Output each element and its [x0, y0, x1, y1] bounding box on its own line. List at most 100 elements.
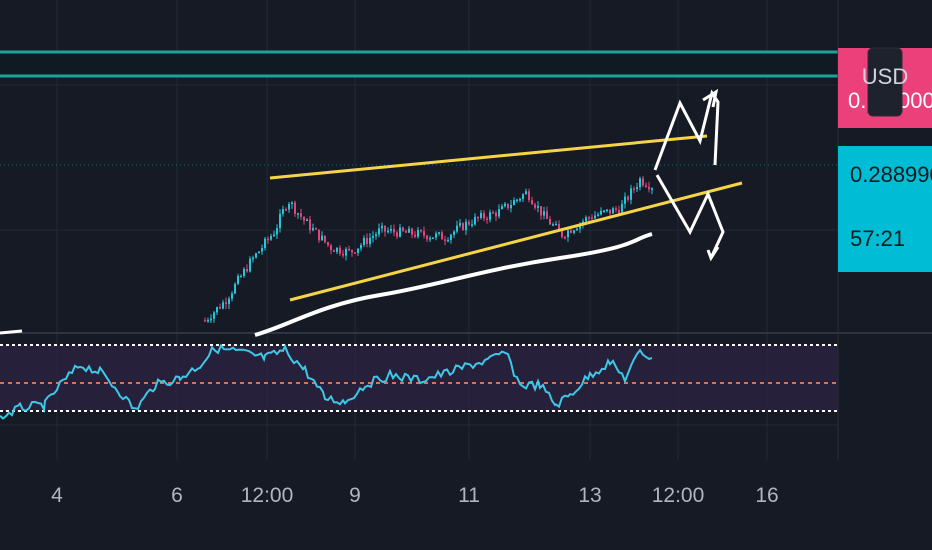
candle — [291, 202, 293, 204]
candle — [609, 209, 611, 214]
candle — [282, 209, 284, 214]
candle — [630, 188, 632, 200]
candle — [567, 230, 569, 238]
candle — [522, 194, 524, 200]
candle — [525, 191, 527, 195]
candle — [558, 223, 560, 230]
candle — [261, 248, 263, 252]
candle — [348, 248, 350, 251]
lower-channel-line — [289, 181, 743, 302]
last-price-text: 0.28899000 — [850, 162, 932, 187]
candle — [243, 268, 245, 276]
currency-button[interactable] — [867, 47, 903, 117]
candle — [468, 221, 470, 225]
candle — [552, 224, 554, 226]
candle — [486, 218, 488, 220]
time-tick-label: 13 — [578, 484, 601, 507]
candle — [210, 318, 212, 321]
candle — [354, 252, 356, 254]
candle — [294, 202, 296, 214]
candle — [507, 203, 509, 209]
time-tick-label: 4 — [51, 484, 63, 507]
candle — [636, 187, 638, 190]
candle — [420, 230, 422, 232]
candle — [546, 211, 548, 219]
candle — [480, 213, 482, 218]
resistance-levels — [0, 50, 932, 78]
candle — [441, 232, 443, 240]
candle — [387, 230, 389, 233]
rsi-line — [0, 343, 653, 420]
candle — [273, 234, 275, 237]
candle — [219, 307, 221, 309]
last-price-tag — [838, 146, 932, 272]
candle — [540, 206, 542, 216]
candle — [444, 239, 446, 241]
candle — [306, 219, 308, 222]
candle — [453, 231, 455, 235]
currency-button-label[interactable]: USD — [862, 64, 908, 89]
candle — [360, 244, 362, 249]
candle — [330, 245, 332, 251]
candle — [423, 231, 425, 236]
candle — [207, 319, 209, 322]
time-tick-label: 11 — [458, 484, 480, 507]
moving-average-left — [0, 329, 23, 335]
candle — [324, 235, 326, 243]
candle — [555, 223, 557, 226]
candle — [474, 216, 476, 225]
candle — [621, 203, 623, 214]
candle — [450, 234, 452, 240]
candle — [612, 208, 614, 214]
candle — [465, 221, 467, 231]
candle — [234, 283, 236, 294]
candle — [276, 228, 278, 235]
candle — [435, 233, 437, 238]
candle — [369, 237, 371, 244]
candle — [504, 203, 506, 207]
candle — [396, 232, 398, 237]
candle — [402, 227, 404, 231]
candle — [231, 293, 233, 299]
candle — [459, 223, 461, 226]
candle — [642, 178, 644, 186]
candle — [297, 213, 299, 215]
candle — [594, 215, 596, 219]
candle — [570, 230, 572, 233]
candle — [240, 275, 242, 278]
candle — [336, 247, 338, 252]
candle — [615, 208, 617, 210]
candle — [327, 242, 329, 246]
projection-up — [653, 89, 720, 171]
candle — [531, 200, 533, 205]
candle — [627, 196, 629, 200]
candle — [411, 228, 413, 235]
candle — [408, 228, 410, 233]
candle — [312, 228, 314, 231]
candle — [279, 213, 281, 229]
candle — [351, 249, 353, 253]
candle — [462, 223, 464, 231]
candle — [417, 230, 419, 237]
moving-average — [254, 232, 653, 337]
candle — [651, 188, 653, 190]
level-tag-suffix: 000 — [898, 88, 932, 113]
candle — [300, 213, 302, 217]
candle — [597, 214, 599, 216]
projection-down-arrowhead — [706, 246, 720, 262]
candle — [588, 217, 590, 219]
candle — [222, 302, 224, 309]
candle — [375, 234, 377, 237]
candle — [513, 200, 515, 206]
candle — [252, 257, 254, 260]
candle — [399, 227, 401, 237]
candle — [633, 188, 635, 190]
candle — [432, 237, 434, 239]
candle — [228, 298, 230, 305]
candle — [405, 230, 407, 233]
candle — [309, 219, 311, 231]
time-axis: 4 6 12:00 9 11 13 12:00 16 — [51, 484, 779, 507]
candle — [447, 239, 449, 242]
overlays — [0, 88, 743, 337]
